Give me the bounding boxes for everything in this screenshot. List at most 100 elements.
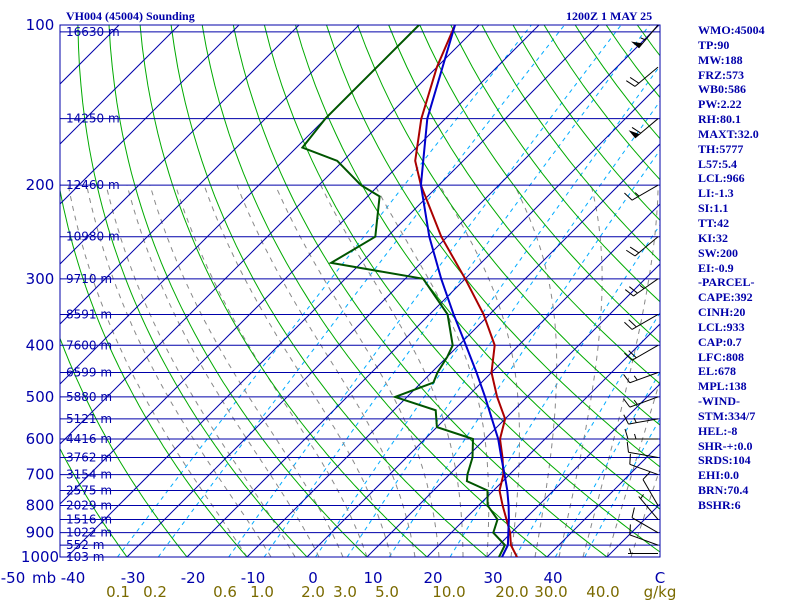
- temperature-unit-label: C: [655, 569, 665, 587]
- wind-barb: [623, 372, 659, 384]
- barb-half-flag: [634, 192, 640, 197]
- barb-staff: [638, 496, 659, 520]
- temperature-tick: -30: [121, 569, 146, 587]
- isotherm: [486, 383, 660, 557]
- mixing-ratio-label: 0.2: [143, 583, 167, 600]
- wind-barb: [624, 428, 658, 440]
- wind-barb: [628, 548, 658, 555]
- wind-barb: [626, 236, 659, 257]
- pressure-label: 600: [26, 430, 55, 448]
- parcel-trace: [419, 25, 510, 557]
- barb-half-flag: [629, 548, 632, 554]
- height-label: 2575 m: [66, 484, 112, 498]
- mixing-ratio-unit: g/kg: [644, 583, 677, 600]
- moist-adiabat: [320, 184, 464, 557]
- barb-flag: [628, 350, 637, 359]
- moist-adiabat: [514, 184, 558, 557]
- pressure-label: 1000: [21, 548, 59, 566]
- wind-barb: [631, 507, 659, 534]
- height-label: 14250 m: [66, 112, 120, 126]
- height-label: 1516 m: [66, 512, 112, 526]
- temperature-tick: 40: [543, 569, 562, 587]
- wind-barb: [642, 471, 659, 506]
- index-item: FRZ:573: [698, 67, 744, 82]
- isotherm: [126, 25, 660, 557]
- barb-flag: [626, 80, 636, 87]
- barb-flag: [628, 319, 637, 328]
- index-item: TT:42: [698, 215, 730, 230]
- pressure-label: 400: [26, 336, 55, 354]
- barb-staff: [631, 517, 659, 534]
- pressure-label: 700: [26, 466, 55, 484]
- barb-half-flag: [633, 417, 637, 423]
- temperature-tick: 0: [308, 569, 318, 587]
- moist-adiabat: [630, 467, 660, 557]
- moist-adiabat: [374, 184, 490, 557]
- wind-barb: [624, 184, 659, 201]
- index-item: SI:1.1: [698, 201, 729, 216]
- barb-pennant: [631, 41, 643, 48]
- barb-flag: [624, 192, 633, 201]
- height-label: 3762 m: [66, 450, 112, 464]
- index-item: CAPE:392: [698, 290, 753, 305]
- index-item: LI:-1.3: [698, 186, 734, 201]
- pressure-unit-label: mb: [32, 569, 56, 587]
- height-label: 12460 m: [66, 178, 120, 192]
- barb-flag: [623, 398, 631, 408]
- wind-barb: [628, 118, 659, 139]
- barb-staff: [642, 479, 659, 506]
- barb-flag: [629, 246, 640, 254]
- mixing-ratio-label: 20.0: [495, 583, 528, 600]
- barb-half-flag: [640, 494, 644, 500]
- barb-half-flag: [639, 284, 645, 289]
- isotherm: [546, 443, 660, 557]
- pressure-label: 100: [26, 16, 55, 34]
- pressure-label: 200: [26, 176, 55, 194]
- height-label: 2029 m: [66, 498, 112, 512]
- index-item: STM:334/7: [698, 408, 756, 423]
- wind-barb: [629, 453, 659, 476]
- height-label: 5121 m: [66, 412, 112, 426]
- isotherm: [306, 203, 660, 557]
- isotherm: [60, 25, 480, 445]
- index-item: -PARCEL-: [698, 275, 755, 290]
- barb-flag: [642, 471, 651, 480]
- dewpoint-trace: [300, 25, 507, 557]
- temperature-tick: -20: [181, 569, 206, 587]
- moist-adiabat: [149, 184, 344, 557]
- wind-barb: [624, 314, 659, 330]
- barb-flag: [624, 289, 634, 297]
- barb-flag: [626, 441, 629, 453]
- barb-staff: [629, 463, 659, 476]
- index-item: BSHR:6: [698, 498, 741, 512]
- index-item: KI:32: [698, 230, 728, 245]
- index-item: LFC:808: [698, 349, 744, 364]
- isobars: [59, 24, 661, 558]
- index-item: SHR-+:0.0: [698, 438, 753, 453]
- index-item: -WIND-: [698, 394, 740, 409]
- wind-barb: [623, 396, 659, 408]
- barb-flag: [629, 524, 631, 535]
- temperature-trace: [414, 25, 518, 557]
- wind-barb: [623, 414, 659, 425]
- barb-pennant: [628, 130, 640, 138]
- barb-flag: [624, 352, 633, 361]
- height-label: 7600 m: [66, 338, 112, 352]
- barb-flag: [623, 414, 629, 425]
- index-item: EI:-0.9: [698, 260, 734, 275]
- wind-barb: [624, 278, 659, 297]
- index-item: WMO:45004: [698, 23, 765, 37]
- height-label: 103 m: [66, 550, 104, 564]
- indices-panel: WMO:45004 TP:90 MW:188 FRZ:573 WB0:586 PW:2.2…: [698, 23, 798, 513]
- barb-staff: [631, 184, 659, 201]
- wind-barbs: [623, 24, 659, 555]
- pressure-label: 500: [26, 388, 55, 406]
- height-label: 1022 m: [66, 526, 112, 540]
- sounding-traces: [300, 25, 518, 557]
- isotherm: [246, 143, 660, 557]
- barb-staff: [629, 396, 659, 408]
- index-item: MPL:138: [698, 379, 747, 394]
- barb-half-flag: [633, 399, 638, 405]
- index-item: SW:200: [698, 245, 739, 260]
